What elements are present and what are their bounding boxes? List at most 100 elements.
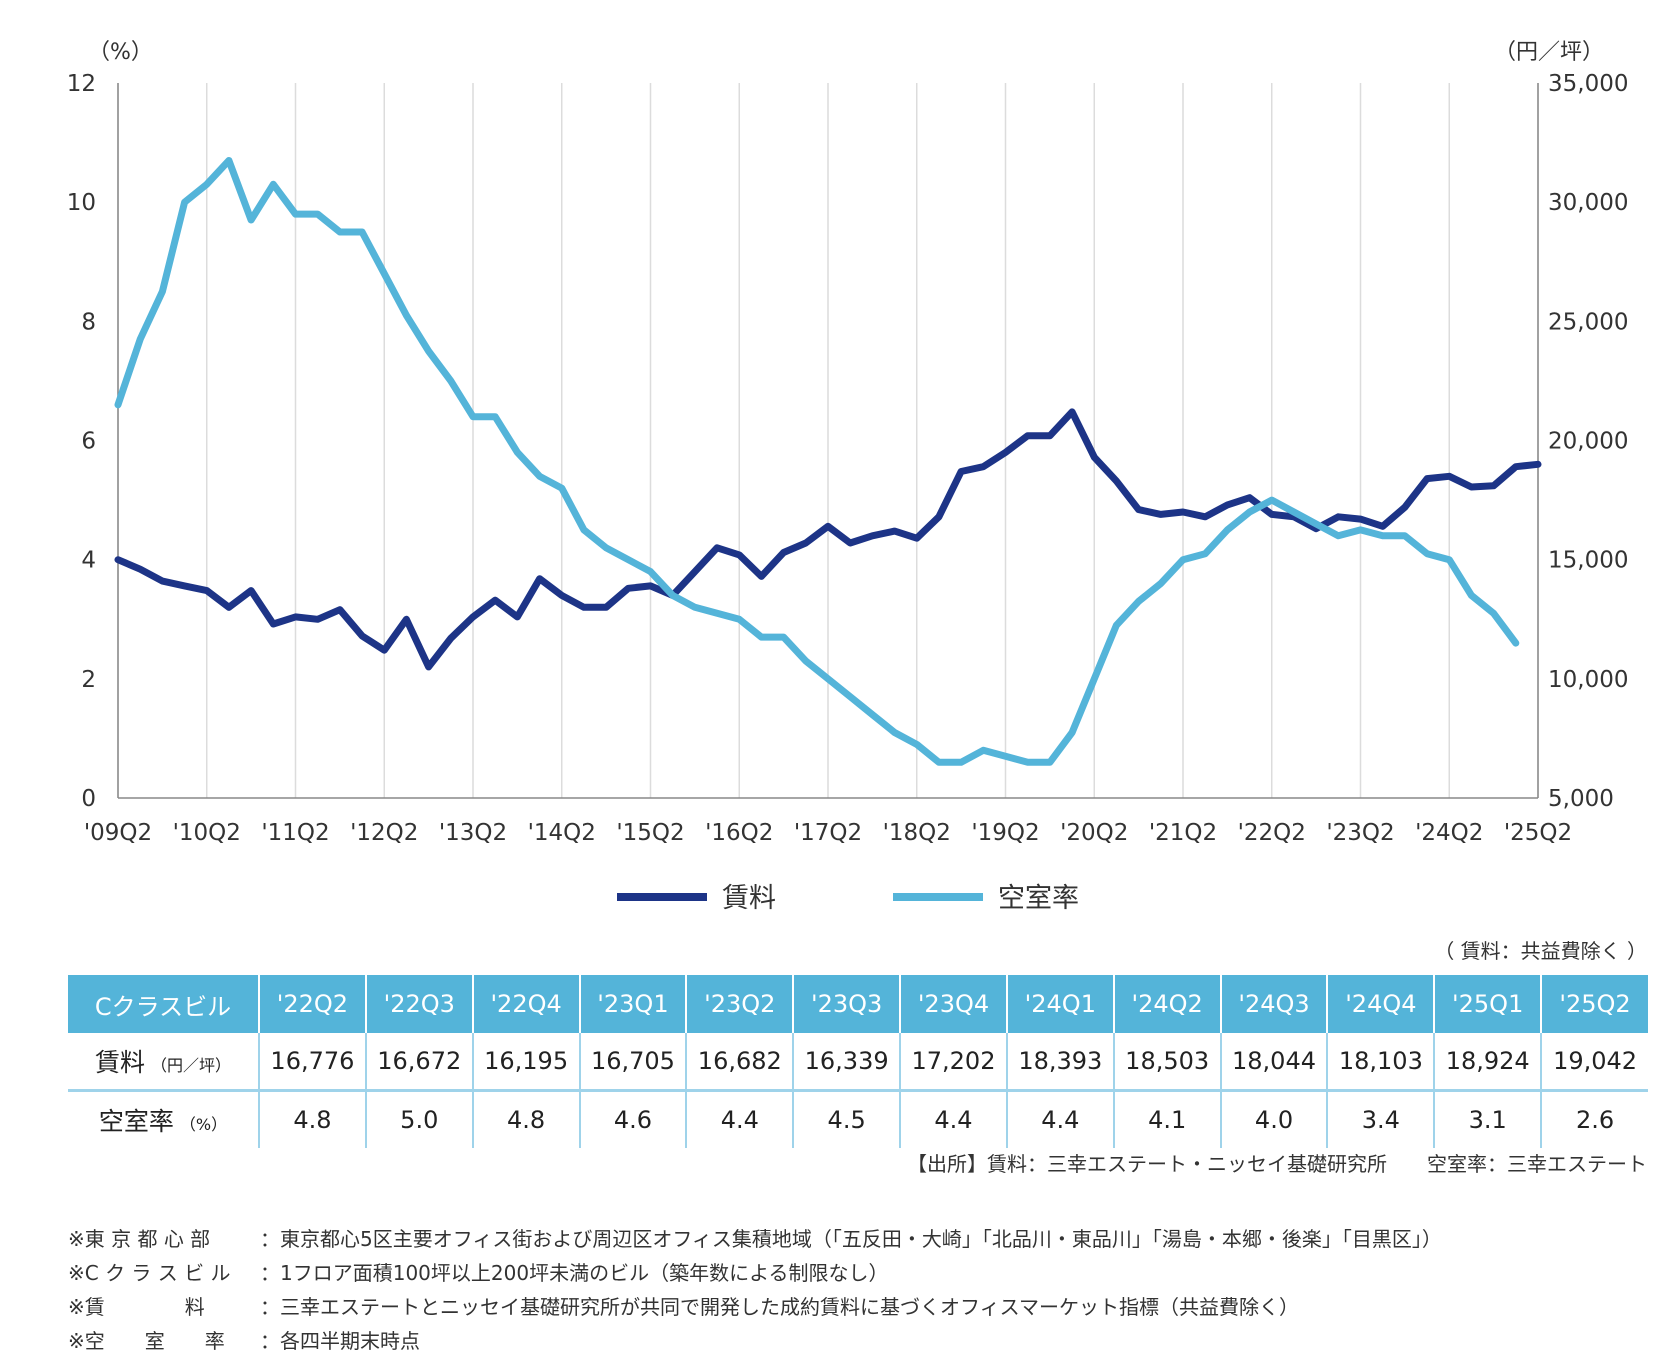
- y-right-tick-label: 30,000: [1548, 190, 1628, 216]
- table-header-quarter: '24Q1: [1005, 975, 1114, 1033]
- table-cell-rent: 18,103: [1326, 1033, 1435, 1092]
- x-tick-label: '18Q2: [883, 820, 951, 846]
- table-header-quarter: '22Q4: [471, 975, 580, 1033]
- y-right-tick-label: 5,000: [1548, 786, 1614, 812]
- x-tick-label: '23Q2: [1326, 820, 1394, 846]
- table-cell-vacancy: 4.5: [792, 1090, 901, 1150]
- table-cell-vacancy: 4.0: [1219, 1090, 1328, 1150]
- y-right-tick-label: 15,000: [1548, 548, 1628, 574]
- unit-note: （ 賃料：共益費除く ）: [1434, 939, 1647, 963]
- legend-label-rent: 賃料: [722, 883, 776, 914]
- source-note: 【出所】賃料：三幸エステート・ニッセイ基礎研究所 空室率：三幸エステート: [907, 1152, 1647, 1176]
- table-cell-rent: 16,682: [685, 1033, 794, 1092]
- x-tick-label: '13Q2: [439, 820, 507, 846]
- vacancy-row-label: 空室率: [98, 1107, 174, 1136]
- table-cell-rent: 18,924: [1433, 1033, 1542, 1092]
- y-left-tick-label: 4: [81, 548, 96, 574]
- rent-series-line: [114, 408, 1542, 671]
- table-header-row: Cクラスビル '22Q2'22Q3'22Q4'23Q1'23Q2'23Q3'23…: [68, 975, 1648, 1033]
- table-header-quarter: '24Q2: [1112, 975, 1221, 1033]
- table-header-quarter: '25Q2: [1540, 975, 1648, 1033]
- x-tick-label: '20Q2: [1060, 820, 1128, 846]
- table-cell-vacancy: 4.8: [258, 1090, 366, 1150]
- table-cell-vacancy: 3.4: [1326, 1090, 1435, 1150]
- table-row-rent: 賃料 （円／坪） 16,776 16,672 16,195 16,705 16,682 16…: [68, 1033, 1648, 1092]
- tick-labels: 0 2 4 6 8 10 12 5,000 10,000 15,000 20,000 25,000 30…: [67, 71, 1629, 846]
- x-tick-label: '10Q2: [173, 820, 241, 846]
- rent-row-label: 賃料: [94, 1048, 145, 1077]
- table-cell-rent: 19,042: [1540, 1033, 1648, 1092]
- table-header-quarter: '25Q1: [1433, 975, 1542, 1033]
- rent-vacancy-line-chart: 0 2 4 6 8 10 12 5,000 10,000 15,000 20,000 25,000 30…: [67, 40, 1629, 914]
- x-tick-label: '09Q2: [84, 820, 152, 846]
- table-header-quarter: '23Q4: [899, 975, 1007, 1033]
- y-left-tick-label: 0: [81, 786, 96, 812]
- table-cell-rent: 16,195: [471, 1033, 580, 1092]
- table-cell-vacancy: 3.1: [1433, 1090, 1542, 1150]
- row-head-vacancy: 空室率 （%）: [68, 1090, 259, 1150]
- x-tick-label: '19Q2: [971, 820, 1039, 846]
- table-cell-vacancy: 4.4: [899, 1090, 1007, 1150]
- footnotes: ※東 京 都 心 部：東京都心5区主要オフィス街および周辺区オフィス集積地域（「…: [68, 1222, 1442, 1358]
- y-right-tick-label: 25,000: [1548, 309, 1628, 335]
- y-left-tick-label: 6: [81, 429, 96, 455]
- table-cell-rent: 18,044: [1219, 1033, 1328, 1092]
- x-tick-label: '17Q2: [794, 820, 862, 846]
- vacancy-series-line: [114, 157, 1520, 766]
- table-header-quarter: '23Q3: [792, 975, 901, 1033]
- y-right-tick-label: 35,000: [1548, 71, 1628, 97]
- x-tick-label: '21Q2: [1149, 820, 1217, 846]
- rent-row-unit: （円／坪）: [151, 1056, 232, 1075]
- table-cell-rent: 18,393: [1005, 1033, 1114, 1092]
- footnote: ※空 室 率：各四半期末時点: [68, 1329, 420, 1353]
- table-header-quarter: '22Q2: [258, 975, 366, 1033]
- y-left-tick-label: 2: [81, 667, 96, 693]
- table-header-quarter: '22Q3: [364, 975, 473, 1033]
- data-table: Cクラスビル '22Q2'22Q3'22Q4'23Q1'23Q2'23Q3'23…: [68, 975, 1648, 1150]
- x-tick-label: '15Q2: [616, 820, 684, 846]
- legend-label-vacancy: 空室率: [998, 883, 1079, 914]
- table-header-quarter: '23Q1: [578, 975, 687, 1033]
- table-cell-vacancy: 4.8: [471, 1090, 580, 1150]
- x-tick-label: '14Q2: [528, 820, 596, 846]
- table-cell-rent: 16,776: [258, 1033, 366, 1092]
- x-tick-label: '11Q2: [261, 820, 329, 846]
- footnote: ※C ク ラ ス ビ ル：1フロア面積100坪以上200坪未満のビル（築年数によ…: [68, 1261, 889, 1285]
- table-header-label: Cクラスビル: [68, 975, 259, 1033]
- x-tick-label: '25Q2: [1504, 820, 1572, 846]
- table-cell-vacancy: 4.4: [1005, 1090, 1114, 1150]
- y-left-tick-label: 8: [81, 309, 96, 335]
- table-header-quarter: '24Q3: [1219, 975, 1328, 1033]
- x-tick-label: '24Q2: [1415, 820, 1483, 846]
- y-right-axis-title: （円／坪）: [1494, 40, 1604, 65]
- table-cell-vacancy: 2.6: [1540, 1090, 1648, 1150]
- table-cell-rent: 16,672: [364, 1033, 473, 1092]
- chart-legend: 賃料 空室率: [617, 883, 1079, 914]
- y-left-axis-title: （%）: [88, 40, 153, 65]
- series-lines: [114, 157, 1542, 766]
- vacancy-row-unit: （%）: [179, 1115, 228, 1134]
- y-right-tick-label: 20,000: [1548, 429, 1628, 455]
- table-cell-vacancy: 5.0: [364, 1090, 473, 1150]
- table-header-quarter: '23Q2: [685, 975, 794, 1033]
- x-tick-label: '22Q2: [1238, 820, 1306, 846]
- y-left-tick-label: 12: [67, 71, 96, 97]
- vertical-gridlines: [117, 83, 1539, 798]
- table-cell-rent: 18,503: [1112, 1033, 1221, 1092]
- x-tick-label: '16Q2: [705, 820, 773, 846]
- y-left-tick-label: 10: [67, 190, 96, 216]
- x-tick-label: '12Q2: [350, 820, 418, 846]
- table-cell-vacancy: 4.6: [578, 1090, 687, 1150]
- y-right-tick-label: 10,000: [1548, 667, 1628, 693]
- footnote: ※賃 料：三幸エステートとニッセイ基礎研究所が共同で開発した成約賃料に基づくオフ…: [68, 1295, 1299, 1319]
- row-head-rent: 賃料 （円／坪）: [68, 1033, 259, 1092]
- table-cell-rent: 16,339: [792, 1033, 901, 1092]
- footnote: ※東 京 都 心 部：東京都心5区主要オフィス街および周辺区オフィス集積地域（「…: [68, 1227, 1442, 1251]
- table-cell-rent: 16,705: [578, 1033, 687, 1092]
- table-cell-vacancy: 4.1: [1112, 1090, 1221, 1150]
- table-cell-rent: 17,202: [899, 1033, 1007, 1092]
- table-header-quarter: '24Q4: [1326, 975, 1435, 1033]
- table-row-vacancy: 空室率 （%） 4.8 5.0 4.8 4.6 4.4 4.5 4.4 4.4 4.1 4.0 3.4…: [68, 1090, 1648, 1150]
- table-cell-vacancy: 4.4: [685, 1090, 794, 1150]
- chart-axes: [117, 83, 1539, 799]
